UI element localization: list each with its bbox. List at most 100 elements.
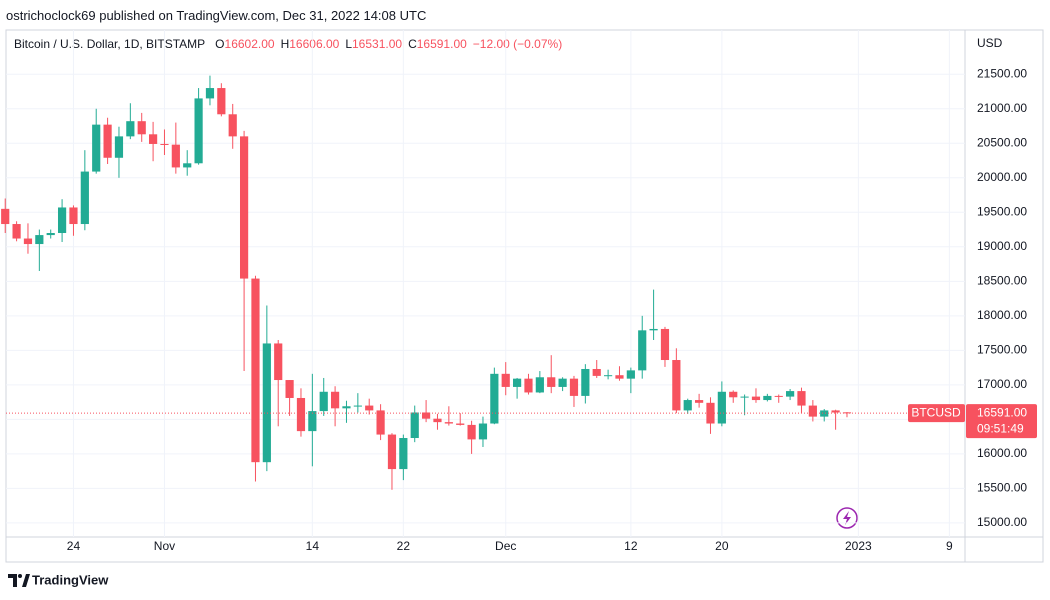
candle-body <box>160 143 169 145</box>
change-value: −12.00 (−0.07%) <box>472 37 563 51</box>
candle-body <box>751 396 761 401</box>
candle-body <box>171 144 180 168</box>
candle-body <box>808 405 817 417</box>
grid <box>6 30 965 537</box>
symbol-tag-bg <box>908 404 965 423</box>
candle-body <box>69 207 78 225</box>
candle-body <box>535 377 544 393</box>
candle-body <box>387 434 397 470</box>
candle-body <box>490 373 499 424</box>
candle-body <box>672 360 681 411</box>
x-tick-label: Dec <box>495 539 516 553</box>
candle-body <box>820 410 829 417</box>
x-tick-label: 12 <box>624 539 638 553</box>
x-tick-label: 9 <box>946 539 953 553</box>
ohlc-value: 16531.00 <box>352 37 403 51</box>
candle-body <box>729 391 738 398</box>
x-tick-label: 14 <box>306 539 320 553</box>
candle-body <box>467 424 476 440</box>
candle-body <box>239 136 249 279</box>
candle-body <box>433 418 442 423</box>
candle-body <box>569 378 579 396</box>
candle-body <box>57 207 67 234</box>
x-tick-label: 20 <box>715 539 729 553</box>
y-tick-label: 18000.00 <box>977 308 1027 322</box>
candle-body <box>217 88 226 115</box>
price-tag: 16591.00 <box>977 405 1027 419</box>
ohlc-value: 16591.00 <box>416 37 467 51</box>
candle-body <box>399 438 408 470</box>
candle-body <box>308 411 317 432</box>
candle-body <box>592 368 601 376</box>
y-tick-label: 19500.00 <box>977 204 1027 218</box>
candle-body <box>285 380 294 398</box>
candle-body <box>683 400 692 411</box>
publisher-line: ostrichoclock69 published on TradingView… <box>6 8 427 23</box>
x-tick-label: 2023 <box>845 539 872 553</box>
price-tag-bg <box>966 404 1037 439</box>
candle-body <box>695 400 704 403</box>
x-tick-label: Nov <box>154 539 175 553</box>
candle-body <box>342 406 351 409</box>
candle-body <box>638 330 647 371</box>
x-tick-label: 22 <box>397 539 411 553</box>
candle-body <box>35 235 44 245</box>
candle-body <box>262 343 271 463</box>
candle-body <box>478 423 488 440</box>
candle-body <box>444 422 453 424</box>
candle-body <box>456 423 465 425</box>
x-tick-label: 24 <box>67 539 81 553</box>
candle-body <box>763 395 772 401</box>
ohlc-key: O <box>215 37 225 51</box>
candle-body <box>80 171 89 225</box>
candle-body <box>12 224 21 239</box>
symbol-legend: Bitcoin / U.S. Dollar, 1D, BITSTAMP O 166… <box>14 37 562 51</box>
y-tick-label: 19000.00 <box>977 239 1027 253</box>
candle-body <box>717 391 726 424</box>
y-tick-label: 21500.00 <box>977 66 1027 80</box>
symbol-tag: BTCUSD <box>911 405 961 419</box>
candle-body <box>649 328 658 331</box>
y-tick-label: 17000.00 <box>977 377 1027 391</box>
ohlc-value: 16606.00 <box>289 37 340 51</box>
candle-body <box>422 412 431 419</box>
candle-body <box>183 163 192 168</box>
candle-body <box>46 233 55 236</box>
candle-body <box>604 375 613 377</box>
candle-body <box>513 378 522 387</box>
candle-body <box>228 114 237 137</box>
candle-body <box>524 378 533 393</box>
candle-body <box>205 88 215 99</box>
candle-body <box>626 370 635 379</box>
candle-body <box>114 136 124 158</box>
currency-label: USD <box>977 36 1003 50</box>
candle-body <box>148 134 158 144</box>
candle-body <box>274 343 283 381</box>
candle-body <box>615 375 624 379</box>
ohlc-key: C <box>408 37 417 51</box>
candle-body <box>92 124 101 172</box>
candle-body <box>501 373 510 387</box>
candle-body <box>660 328 670 361</box>
candle-body <box>1 208 10 225</box>
y-tick-label: 20500.00 <box>977 135 1027 149</box>
candle-body <box>774 395 783 397</box>
brand-logo <box>8 574 30 587</box>
chart-frame <box>5 29 1044 563</box>
y-tick-label: 15000.00 <box>977 515 1027 529</box>
y-tick-label: 17500.00 <box>977 343 1027 357</box>
candle-body <box>23 238 33 245</box>
candles <box>1 75 852 490</box>
candle-body <box>376 410 385 435</box>
candle-body <box>558 378 567 387</box>
ohlc-key: H <box>280 37 290 51</box>
candle-body <box>319 391 328 412</box>
brand-name: TradingView <box>32 572 109 587</box>
candle-body <box>831 410 840 413</box>
symbol-title: Bitcoin / U.S. Dollar, 1D, BITSTAMP <box>14 37 206 51</box>
ohlc-key: L <box>345 37 352 51</box>
y-tick-label: 21000.00 <box>977 101 1027 115</box>
candle-body <box>296 397 306 432</box>
candle-body <box>547 377 556 387</box>
